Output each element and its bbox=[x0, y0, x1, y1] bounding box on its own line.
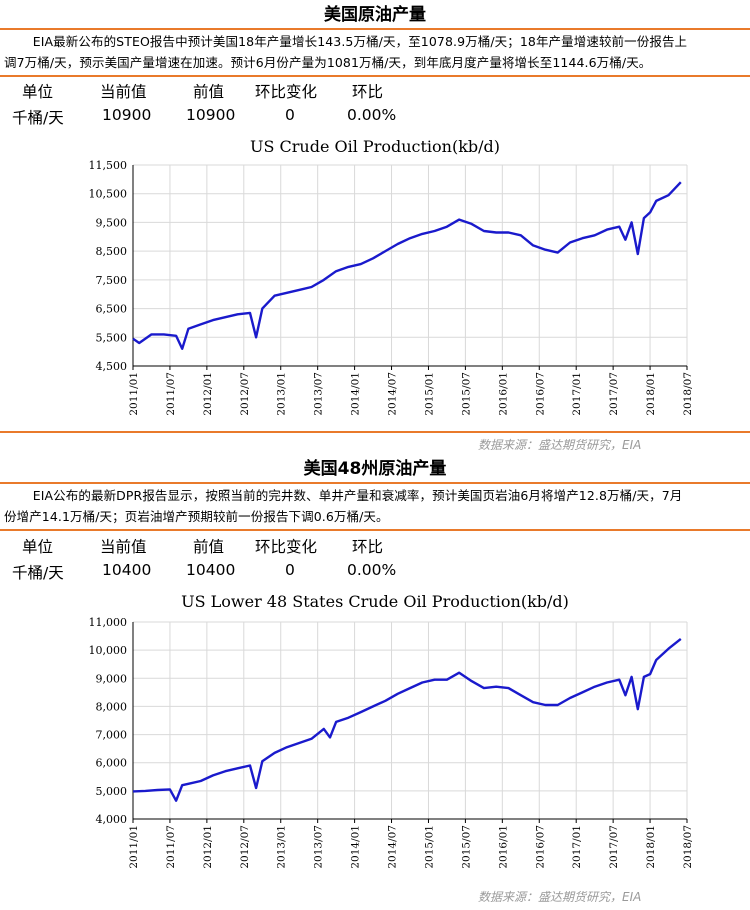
x-tick-label: 2011/07 bbox=[165, 825, 177, 869]
value-pct: 0.00% bbox=[347, 106, 397, 124]
x-tick-label: 2016/07 bbox=[534, 825, 546, 869]
x-tick-label: 2014/07 bbox=[387, 825, 399, 869]
section-title: 美国原油产量 bbox=[324, 5, 426, 25]
header-unit: 单位 bbox=[22, 538, 54, 556]
value-change: 0 bbox=[285, 561, 295, 579]
title-rule bbox=[0, 482, 750, 484]
chart-title: US Lower 48 States Crude Oil Production(… bbox=[181, 592, 569, 611]
source-note: 数据来源：盛达期货研究，EIA bbox=[478, 438, 642, 452]
header-previous: 前值 bbox=[193, 538, 225, 556]
x-tick-label: 2013/01 bbox=[276, 372, 288, 416]
title-rule bbox=[0, 28, 750, 30]
series-line bbox=[132, 637, 682, 802]
source-rule bbox=[0, 431, 750, 433]
x-tick-label: 2011/07 bbox=[165, 372, 177, 416]
value-unit: 千桶/天 bbox=[12, 564, 64, 582]
x-tick-label: 2016/07 bbox=[534, 372, 546, 416]
series-line bbox=[132, 181, 682, 351]
header-current: 当前值 bbox=[100, 83, 147, 101]
header-unit: 单位 bbox=[22, 83, 54, 101]
x-tick-label: 2015/01 bbox=[423, 825, 435, 869]
value-current: 10900 bbox=[102, 106, 152, 124]
y-tick-label: 4,500 bbox=[96, 360, 128, 373]
y-tick-label: 9,500 bbox=[96, 216, 128, 229]
description: EIA公布的最新DPR报告显示，按照当前的完井数、单井产量和衰减率，预计美国页岩… bbox=[4, 485, 746, 527]
header-pct: 环比 bbox=[352, 538, 384, 556]
value-pct: 0.00% bbox=[347, 561, 397, 579]
description: EIA最新公布的STEO报告中预计美国18年产量增长143.5万桶/天，至107… bbox=[4, 31, 746, 73]
x-tick-label: 2016/01 bbox=[497, 825, 509, 869]
description-line-2: 调7万桶/天，预示美国产量增速在加速。预计6月份产量为1081万桶/天，到年底月… bbox=[4, 55, 652, 70]
description-line-1: EIA最新公布的STEO报告中预计美国18年产量增长143.5万桶/天，至107… bbox=[32, 34, 688, 49]
x-tick-label: 2013/01 bbox=[276, 825, 288, 869]
header-pct: 环比 bbox=[352, 83, 384, 101]
x-tick-label: 2012/01 bbox=[202, 372, 214, 416]
header-change: 环比变化 bbox=[255, 538, 318, 556]
header-change: 环比变化 bbox=[255, 83, 318, 101]
x-tick-label: 2012/07 bbox=[239, 825, 251, 869]
chart-us-crude: 4,500 5,500 6,500 7,500 8,500 9,500 10,500 11,5… bbox=[89, 160, 695, 416]
value-change: 0 bbox=[285, 106, 295, 124]
x-tick-label: 2012/07 bbox=[239, 372, 251, 416]
header-previous: 前值 bbox=[193, 83, 225, 101]
y-tick-label: 6,500 bbox=[96, 303, 128, 316]
description-line-1: EIA公布的最新DPR报告显示，按照当前的完井数、单井产量和衰减率，预计美国页岩… bbox=[32, 488, 683, 503]
y-tick-label: 7,500 bbox=[96, 274, 128, 287]
x-tick-label: 2018/07 bbox=[682, 372, 694, 416]
x-tick-label: 2017/01 bbox=[571, 372, 583, 416]
x-tick-label: 2016/01 bbox=[497, 372, 509, 416]
x-tick-label: 2015/07 bbox=[460, 825, 472, 869]
table-rule bbox=[0, 529, 750, 531]
x-tick-label: 2013/07 bbox=[313, 372, 325, 416]
chart-title: US Crude Oil Production(kb/d) bbox=[249, 137, 501, 156]
chart-us-lower48: 4,000 5,000 6,000 7,000 8,000 9,000 10,000 11,0… bbox=[89, 616, 695, 869]
x-tick-label: 2014/07 bbox=[387, 372, 399, 416]
x-tick-label: 2011/01 bbox=[128, 372, 140, 416]
y-tick-label: 10,000 bbox=[89, 644, 128, 657]
x-tick-label: 2018/07 bbox=[682, 825, 694, 869]
header-current: 当前值 bbox=[100, 538, 147, 556]
y-tick-label: 8,500 bbox=[96, 245, 128, 258]
y-tick-label: 9,000 bbox=[96, 672, 128, 685]
value-current: 10400 bbox=[102, 561, 152, 579]
x-tick-label: 2013/07 bbox=[313, 825, 325, 869]
y-tick-label: 11,500 bbox=[89, 160, 128, 172]
value-previous: 10400 bbox=[186, 561, 236, 579]
x-tick-label: 2017/07 bbox=[608, 825, 620, 869]
description-line-2: 份增产14.1万桶/天；页岩油增产预期较前一份报告下调0.6万桶/天。 bbox=[4, 509, 389, 524]
y-tick-label: 5,000 bbox=[96, 785, 128, 798]
section-us-crude: 美国原油产量 EIA最新公布的STEO报告中预计美国18年产量增长143.5万桶… bbox=[0, 5, 750, 452]
y-tick-label: 10,500 bbox=[89, 188, 128, 201]
x-tick-label: 2012/01 bbox=[202, 825, 214, 869]
x-tick-label: 2017/07 bbox=[608, 372, 620, 416]
y-tick-label: 11,000 bbox=[89, 616, 128, 629]
x-tick-label: 2017/01 bbox=[571, 825, 583, 869]
x-tick-label: 2018/01 bbox=[645, 825, 657, 869]
x-tick-label: 2014/01 bbox=[350, 372, 362, 416]
x-tick-label: 2015/01 bbox=[423, 372, 435, 416]
section-title: 美国48州原油产量 bbox=[303, 459, 447, 479]
value-unit: 千桶/天 bbox=[12, 109, 64, 127]
section-us-lower48: 美国48州原油产量 EIA公布的最新DPR报告显示，按照当前的完井数、单井产量和… bbox=[0, 455, 750, 910]
x-tick-label: 2011/01 bbox=[128, 825, 140, 869]
y-tick-label: 5,500 bbox=[96, 331, 128, 344]
y-tick-label: 7,000 bbox=[96, 729, 128, 742]
y-tick-label: 6,000 bbox=[96, 757, 128, 770]
y-tick-label: 8,000 bbox=[96, 700, 128, 713]
x-tick-label: 2018/01 bbox=[645, 372, 657, 416]
value-previous: 10900 bbox=[186, 106, 236, 124]
source-note: 数据来源：盛达期货研究，EIA bbox=[478, 890, 642, 904]
x-tick-label: 2014/01 bbox=[350, 825, 362, 869]
table-rule bbox=[0, 75, 750, 77]
x-tick-label: 2015/07 bbox=[460, 372, 472, 416]
y-tick-label: 4,000 bbox=[96, 813, 128, 826]
